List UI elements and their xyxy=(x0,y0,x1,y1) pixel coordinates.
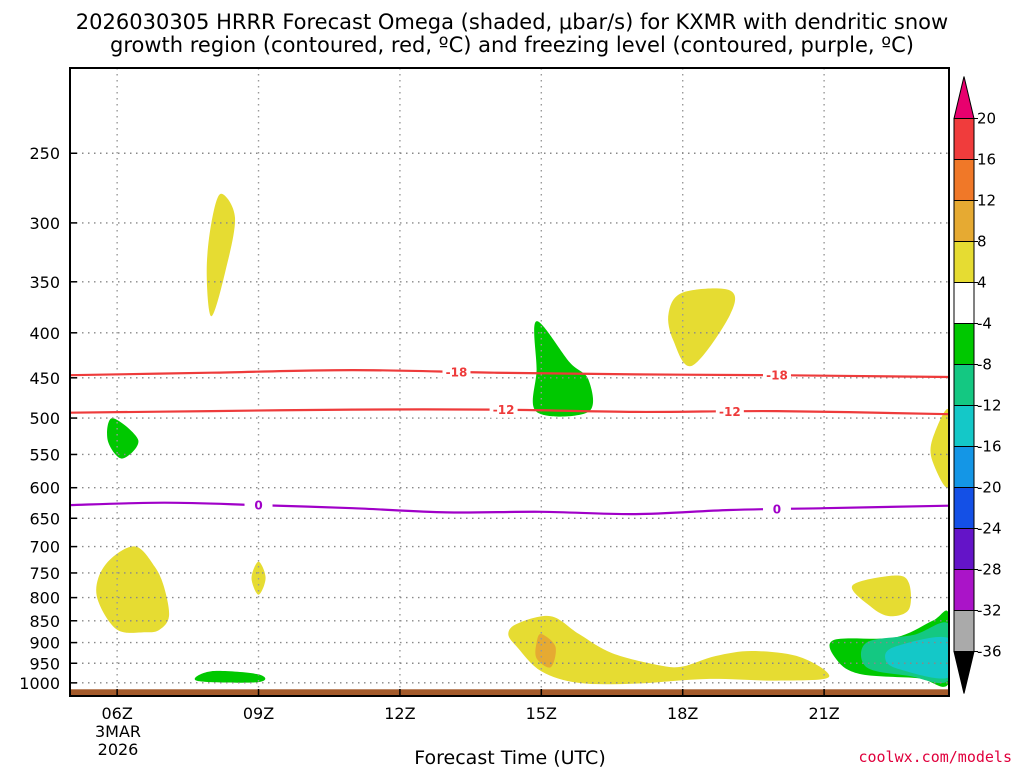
y-tick-label: 500 xyxy=(29,409,60,428)
grid-lines xyxy=(70,68,949,696)
y-tick-label: 950 xyxy=(29,654,60,673)
y-tick-label: 350 xyxy=(29,273,60,292)
y-axis-ticks: 250 300 350 400 450 500 550 600 650 700 750 800 850 9… xyxy=(19,144,77,693)
omega-region xyxy=(532,321,594,417)
y-tick-label: 700 xyxy=(29,538,60,557)
contour-label: -18 xyxy=(766,369,788,383)
x-tick-label: 15Z xyxy=(526,704,557,723)
omega-region xyxy=(107,418,139,459)
contour-label-bg xyxy=(489,401,518,418)
colorbar-tick-label: -12 xyxy=(977,397,1002,415)
x-tick-label: 18Z xyxy=(667,704,698,723)
omega-region xyxy=(206,193,236,317)
credit-text: coolwx.com/models xyxy=(858,748,1012,766)
contour-label: -12 xyxy=(719,405,741,419)
x-tick-label: 09Z xyxy=(243,704,274,723)
colorbar-tick-label: 8 xyxy=(977,233,987,251)
y-tick-label: 250 xyxy=(29,144,60,163)
x-tick-label: 06Z xyxy=(101,704,132,723)
x-axis-ticks: 06Z 09Z 12Z 15Z 18Z 21Z xyxy=(101,689,840,723)
omega-region xyxy=(668,288,736,367)
colorbar-segment xyxy=(953,241,975,283)
contour-label-bg xyxy=(762,367,791,384)
colorbar-tick-label: -24 xyxy=(977,520,1002,538)
plot-background xyxy=(70,68,949,696)
omega-region xyxy=(508,615,830,685)
y-tick-label: 850 xyxy=(29,612,60,631)
y-tick-label: 650 xyxy=(29,509,60,528)
colorbar-tick-label: 12 xyxy=(977,192,996,210)
colorbar-cap-bottom xyxy=(953,651,975,694)
colorbar-segment xyxy=(953,405,975,447)
colorbar-segment xyxy=(953,364,975,406)
surface-bar xyxy=(70,689,949,696)
x-tick-label: 12Z xyxy=(384,704,415,723)
colorbar-segment xyxy=(953,159,975,201)
colorbar-tick-label: -32 xyxy=(977,602,1002,620)
colorbar-tick-label: -28 xyxy=(977,561,1002,579)
colorbar-segment xyxy=(953,569,975,611)
y-tick-label: 900 xyxy=(29,634,60,653)
colorbar-tick-label: -16 xyxy=(977,438,1002,456)
contour-label: 0 xyxy=(254,499,262,513)
y-tick-label: 400 xyxy=(29,324,60,343)
colorbar-segment xyxy=(953,282,975,324)
colorbar-segment xyxy=(953,446,975,488)
y-tick-label: 600 xyxy=(29,479,60,498)
colorbar-segment xyxy=(953,610,975,652)
plot-area: -18 -18 -12 -12 0 0 xyxy=(69,67,950,697)
omega-region xyxy=(96,546,170,633)
omega-region xyxy=(930,408,949,489)
colorbar-segment xyxy=(953,528,975,570)
chart-title-line-2: growth region (contoured, red, ºC) and f… xyxy=(110,33,914,57)
colorbar-segment xyxy=(953,323,975,365)
temperature-contours: -18 -18 -12 -12 0 0 xyxy=(70,363,949,518)
date-label-day: 3MAR xyxy=(95,722,141,741)
y-tick-label: 450 xyxy=(29,369,60,388)
contour-label-bg xyxy=(442,363,471,380)
contour-label: -12 xyxy=(493,403,515,417)
y-tick-label: 800 xyxy=(29,589,60,608)
chart-title-line-1: 2026030305 HRRR Forecast Omega (shaded, … xyxy=(76,10,948,34)
contour-label-bg xyxy=(715,403,744,420)
colorbar-tick-label: -20 xyxy=(977,479,1002,497)
contour-label: -18 xyxy=(446,365,468,379)
colorbar-legend: 20 16 12 8 4 -4 -8 -12 -16 -20 -24 -28 -32 -36 xyxy=(953,76,1002,694)
colorbar-segment xyxy=(953,118,975,160)
omega-shading xyxy=(96,193,949,687)
omega-region xyxy=(194,670,266,683)
x-tick-label: 21Z xyxy=(808,704,839,723)
date-label-year: 2026 xyxy=(98,740,139,759)
plot-frame xyxy=(69,67,950,697)
colorbar-tick-label: -4 xyxy=(977,315,992,333)
y-tick-label: 1000 xyxy=(19,674,60,693)
colorbar-tick-label: -8 xyxy=(977,356,992,374)
colorbar-segment xyxy=(953,487,975,529)
x-axis-label: Forecast Time (UTC) xyxy=(414,747,605,768)
y-tick-label: 750 xyxy=(29,564,60,583)
omega-region xyxy=(851,575,912,617)
contour-label-bg xyxy=(762,501,791,518)
colorbar-tick-label: 16 xyxy=(977,151,996,169)
y-tick-label: 550 xyxy=(29,445,60,464)
colorbar-tick-label: 4 xyxy=(977,274,987,292)
colorbar-tick-label: -36 xyxy=(977,643,1002,661)
contour-label: 0 xyxy=(773,503,781,517)
colorbar-segment xyxy=(953,200,975,242)
contour-label-bg xyxy=(244,497,273,514)
colorbar-cap-top xyxy=(953,76,975,119)
omega-region xyxy=(885,637,949,679)
y-tick-label: 300 xyxy=(29,214,60,233)
colorbar-tick-label: 20 xyxy=(977,110,996,128)
